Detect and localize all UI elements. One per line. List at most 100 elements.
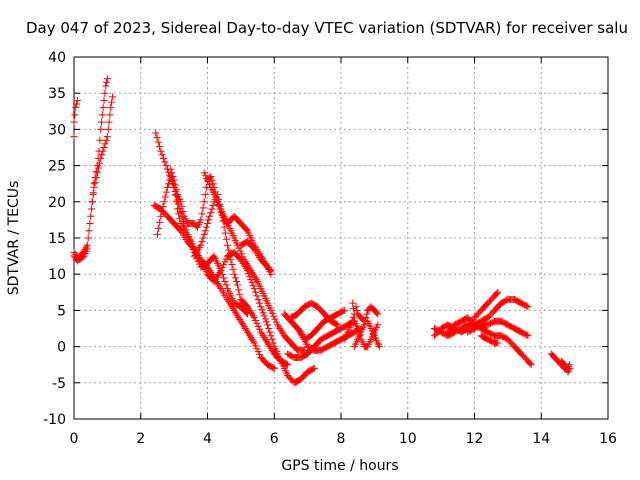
data-point: [153, 230, 161, 238]
data-point: [356, 332, 364, 340]
data-point: [229, 305, 237, 313]
data-point: [274, 321, 282, 329]
data-point: [100, 96, 108, 104]
data-point: [252, 276, 260, 284]
data-point: [526, 359, 534, 367]
data-point: [523, 302, 531, 310]
data-point: [230, 306, 238, 314]
data-point: [177, 198, 185, 206]
data-point: [261, 335, 269, 343]
series-t10: [200, 169, 308, 354]
data-point: [94, 154, 102, 162]
data-point: [202, 223, 210, 231]
y-axis-label: SDTVAR / TECUs: [6, 181, 22, 296]
data-point: [206, 212, 214, 220]
data-point: [205, 216, 213, 224]
data-point: [197, 216, 205, 224]
data-point: [250, 272, 258, 280]
data-point: [232, 277, 240, 285]
data-point: [249, 312, 257, 320]
data-point: [203, 175, 211, 183]
data-point: [156, 218, 164, 226]
data-point: [221, 229, 229, 237]
data-point: [73, 252, 81, 260]
data-point: [363, 310, 371, 318]
data-point: [560, 359, 567, 367]
data-point: [216, 283, 224, 291]
data-point: [83, 245, 91, 253]
data-point: [102, 82, 110, 90]
series-t3: [88, 75, 111, 206]
data-point: [260, 312, 268, 320]
data-point: [156, 143, 164, 151]
data-point: [276, 356, 284, 364]
data-point: [100, 144, 108, 151]
data-point: [277, 326, 285, 334]
data-point: [104, 125, 112, 133]
data-point: [296, 327, 304, 335]
x-tick-label: 8: [337, 431, 346, 447]
series-t23: [444, 314, 535, 369]
data-point: [275, 323, 283, 331]
data-point: [245, 263, 253, 271]
data-point: [171, 181, 179, 189]
data-point: [214, 272, 222, 280]
y-tick-label: 15: [48, 231, 66, 247]
y-tick-label: 10: [48, 267, 66, 283]
data-point: [70, 248, 78, 256]
data-point: [257, 328, 265, 336]
data-point: [225, 246, 233, 254]
data-point: [218, 264, 226, 272]
data-point: [106, 111, 114, 119]
data-point: [226, 251, 234, 259]
series-t1: [70, 93, 116, 265]
data-point: [232, 310, 240, 318]
data-point: [157, 147, 165, 155]
data-point: [201, 227, 209, 235]
data-point: [244, 328, 252, 336]
data-point: [157, 212, 165, 220]
data-point: [244, 303, 252, 311]
data-point: [231, 274, 239, 282]
series-t19: [364, 317, 383, 351]
data-point: [228, 261, 236, 269]
data-point: [91, 174, 99, 182]
data-point: [102, 136, 110, 144]
data-point: [161, 158, 169, 166]
data-point: [374, 339, 382, 347]
data-point: [256, 299, 264, 307]
data-point: [95, 147, 103, 155]
data-point: [169, 172, 177, 180]
data-point: [564, 368, 572, 376]
data-point: [215, 270, 223, 278]
data-point: [211, 276, 219, 284]
y-tick-label: 5: [57, 303, 66, 319]
data-point: [71, 111, 79, 119]
data-point: [240, 323, 248, 331]
data-point: [221, 258, 229, 266]
x-tick-label: 2: [136, 431, 145, 447]
data-point: [270, 364, 278, 372]
data-point: [247, 267, 255, 275]
x-tick-label: 0: [70, 431, 79, 447]
y-tick-label: 25: [48, 159, 66, 175]
y-tick-label: -5: [52, 376, 66, 392]
data-point: [373, 309, 381, 317]
data-point: [566, 364, 574, 372]
y-tick-label: 35: [48, 86, 66, 102]
y-tick-label: 0: [57, 340, 66, 356]
data-point: [207, 172, 215, 180]
data-point: [153, 134, 161, 142]
data-point: [101, 140, 109, 148]
data-point: [98, 151, 106, 159]
data-point: [257, 303, 265, 311]
chart-title: Day 047 of 2023, Sidereal Day-to-day VTE…: [26, 19, 628, 37]
y-tick-label: 20: [48, 195, 66, 211]
x-axis-label: GPS time / hours: [281, 458, 398, 474]
data-point: [242, 259, 250, 267]
data-point: [236, 291, 244, 299]
y-tick-label: -10: [43, 412, 66, 428]
data-point: [220, 223, 228, 231]
data-point: [97, 125, 105, 133]
